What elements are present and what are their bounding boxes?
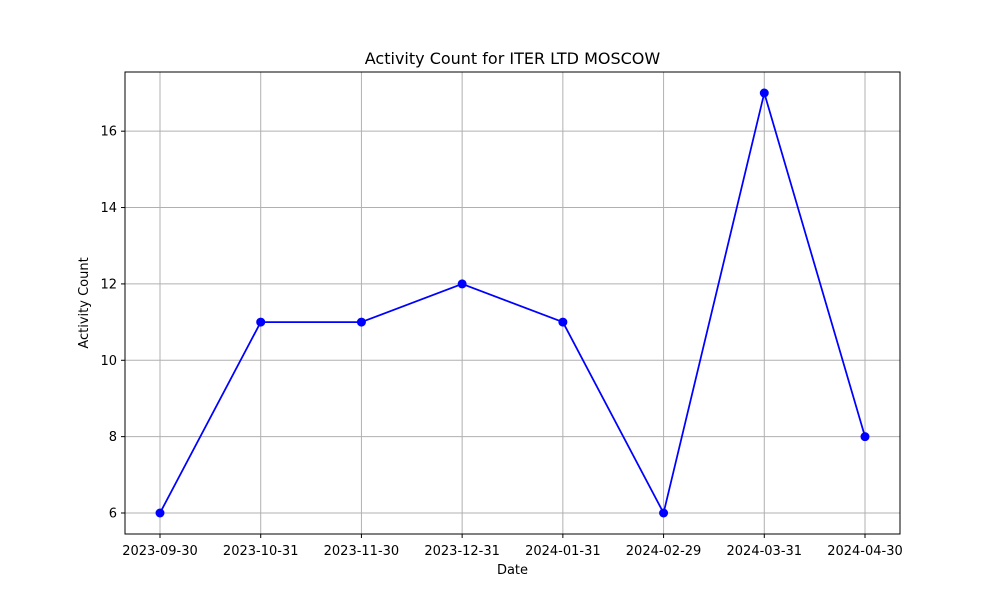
x-tick-label: 2023-10-31 (223, 544, 299, 559)
x-tick-label: 2024-04-30 (827, 544, 903, 559)
data-point (457, 279, 467, 289)
y-tick-label: 8 (109, 430, 117, 445)
chart-title: Activity Count for ITER LTD MOSCOW (365, 49, 661, 68)
data-point (860, 432, 870, 442)
data-point (558, 317, 568, 327)
y-tick-label: 12 (100, 277, 117, 292)
y-tick-label: 14 (100, 201, 117, 216)
grid-lines (125, 72, 900, 534)
y-tick-label: 6 (109, 507, 117, 522)
x-tick-label: 2024-02-29 (626, 544, 702, 559)
data-point (155, 508, 165, 518)
data-series (155, 88, 870, 518)
series-line (159, 92, 866, 514)
axis-ticks: 2023-09-30 2023-10-31 2023-11-30 2023-12-31… (100, 125, 902, 559)
x-tick-label: 2024-01-31 (525, 544, 601, 559)
y-tick-label: 10 (100, 354, 117, 369)
data-point (659, 508, 669, 518)
data-point (256, 317, 266, 327)
x-tick-label: 2023-11-30 (324, 544, 400, 559)
x-tick-label: 2023-12-31 (424, 544, 500, 559)
y-axis-label: Activity Count (77, 257, 92, 348)
x-tick-label: 2023-09-30 (122, 544, 198, 559)
x-axis-label: Date (497, 563, 528, 578)
plot-area-frame (124, 71, 901, 535)
y-tick-label: 16 (100, 125, 117, 140)
x-tick-label: 2024-03-31 (727, 544, 803, 559)
data-point (356, 317, 366, 327)
data-point (759, 88, 769, 98)
